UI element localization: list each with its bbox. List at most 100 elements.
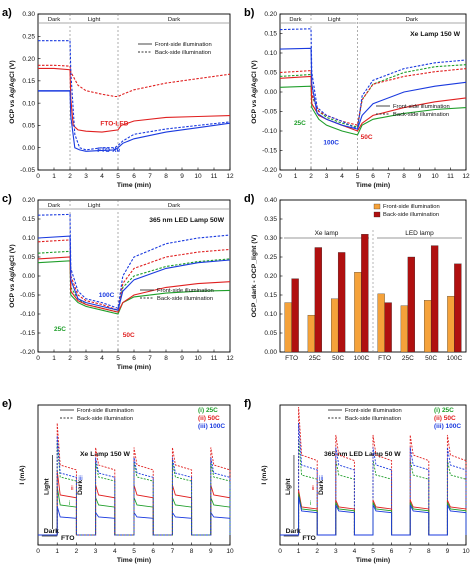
- series-line: [279, 68, 467, 126]
- bar: [384, 302, 392, 353]
- series-annotation: FTO-LED: [100, 120, 128, 127]
- x-tick-label: 8: [402, 173, 406, 180]
- y-tick-label: 0.00: [22, 273, 35, 280]
- y-tick-label: 0.30: [22, 11, 35, 18]
- x-tick-label: 10: [462, 548, 470, 555]
- y-axis-label: OCP vs Ag/AgCl (V): [251, 60, 258, 123]
- x-tick-label: 11: [211, 173, 218, 180]
- period-label: Dark: [168, 203, 180, 209]
- y-axis-label: OCP vs Ag/AgCl (V): [9, 60, 16, 123]
- x-tick-label: 1: [294, 173, 298, 180]
- fto-label: FTO: [302, 535, 315, 542]
- x-tick-label: 0: [36, 355, 40, 362]
- x-tick-label: FTO: [378, 355, 391, 362]
- y-tick-label: -0.05: [20, 167, 35, 174]
- y-tick-label: 0.10: [264, 50, 277, 57]
- bar: [307, 314, 316, 353]
- x-tick-label: 0: [36, 173, 40, 180]
- y-tick-label: 0.00: [22, 145, 35, 152]
- dark-label-2: Dark: [77, 480, 84, 495]
- x-tick-label: 7: [171, 548, 175, 555]
- y-tick-label: 0.05: [264, 70, 277, 77]
- x-tick-label: 10: [226, 548, 234, 555]
- legend-entry: Back-side illumination: [345, 416, 401, 422]
- series-line: [38, 40, 231, 151]
- panel-label: b): [244, 7, 255, 19]
- x-tick-label: 10: [194, 173, 202, 180]
- panel-label: a): [2, 7, 12, 19]
- light-label: Light: [285, 478, 292, 495]
- temperature-legend: (i) 25C: [198, 407, 218, 414]
- panel-label: c): [2, 193, 12, 205]
- series-line: [279, 47, 467, 130]
- bar: [377, 293, 385, 353]
- bar: [291, 278, 299, 353]
- y-tick-label: 0.15: [22, 78, 35, 85]
- x-tick-label: FTO: [285, 355, 298, 362]
- x-tick-label: 50C: [425, 355, 437, 362]
- y-tick-label: 0.15: [22, 216, 35, 223]
- y-tick-label: -0.05: [20, 292, 35, 299]
- y-tick-label: 0.05: [264, 330, 277, 337]
- y-tick-label: 0.10: [22, 100, 35, 107]
- y-axis-label: I (mA): [261, 465, 268, 484]
- y-tick-label: 0.10: [22, 235, 35, 242]
- x-tick-label: 9: [446, 548, 450, 555]
- series-line: [37, 256, 231, 313]
- chart-title: Xe Lamp 150 W: [80, 451, 130, 458]
- roman-iii: iii: [319, 475, 323, 482]
- y-axis-label: OCP vs Ag/AgCl (V): [9, 244, 16, 307]
- x-tick-label: 4: [353, 548, 357, 555]
- temperature-legend: (ii) 50C: [434, 415, 456, 422]
- y-tick-label: -0.15: [262, 148, 277, 155]
- period-label: Light: [328, 17, 341, 23]
- series-line: [38, 90, 231, 152]
- x-axis-label: Time (min): [117, 557, 151, 564]
- y-tick-label: -0.20: [20, 349, 35, 356]
- y-tick-label: 0.00: [264, 89, 277, 96]
- series-annotation: FTO-Xe: [97, 147, 120, 154]
- temperature-legend: (iii) 100C: [198, 423, 225, 430]
- x-tick-label: 4: [100, 355, 104, 362]
- dark-label-2: Dark: [318, 480, 325, 495]
- series-line: [37, 235, 231, 311]
- y-tick-label: -0.20: [262, 167, 277, 174]
- y-tick-label: 0.25: [264, 254, 277, 261]
- x-tick-label: 12: [226, 173, 234, 180]
- series-annotation: 25C: [294, 120, 306, 127]
- bar: [284, 302, 292, 353]
- bar: [447, 295, 455, 353]
- fto-label: FTO: [61, 535, 74, 542]
- x-axis-label: Time (min): [356, 557, 390, 564]
- x-tick-label: 5: [356, 173, 360, 180]
- x-tick-label: 3: [84, 173, 88, 180]
- x-tick-label: 6: [390, 548, 394, 555]
- x-tick-label: 3: [94, 548, 98, 555]
- x-tick-label: 12: [226, 355, 234, 362]
- x-tick-label: 7: [148, 355, 152, 362]
- plot-frame: [37, 13, 231, 171]
- x-tick-label: 5: [132, 548, 136, 555]
- period-label: Dark: [48, 203, 60, 209]
- x-tick-label: 7: [387, 173, 391, 180]
- x-tick-label: 5: [116, 355, 120, 362]
- series-annotation: 50C: [123, 332, 135, 339]
- y-tick-label: -0.05: [262, 109, 277, 116]
- legend-entry: Back-side illumination: [77, 416, 133, 422]
- chart-title: Xe Lamp 150 W: [410, 31, 460, 38]
- bar: [337, 252, 346, 353]
- legend-entry: Front-side illumination: [155, 42, 212, 48]
- x-tick-label: 100C: [447, 355, 463, 362]
- x-tick-label: 2: [68, 355, 72, 362]
- x-tick-label: 6: [132, 173, 136, 180]
- legend-swatch: [373, 203, 381, 210]
- legend-entry: Front-side illumination: [393, 104, 450, 110]
- light-label: Light: [44, 478, 51, 495]
- x-tick-label: 10: [194, 355, 202, 362]
- x-tick-label: 8: [427, 548, 431, 555]
- x-tick-label: 9: [209, 548, 213, 555]
- y-tick-label: 0.05: [22, 123, 35, 130]
- chart-title: 365 nm LED Lamp 50 W: [324, 451, 401, 458]
- legend-entry: Front-side illumination: [77, 408, 134, 414]
- temperature-legend: (ii) 50C: [198, 415, 220, 422]
